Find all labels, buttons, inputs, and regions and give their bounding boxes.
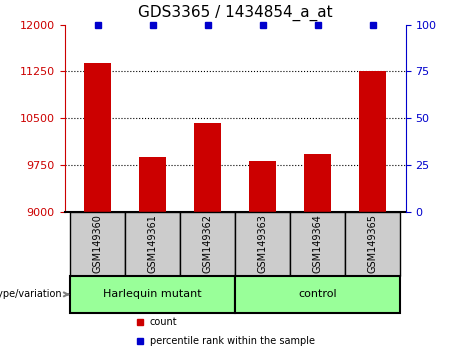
Title: GDS3365 / 1434854_a_at: GDS3365 / 1434854_a_at: [138, 5, 332, 21]
Text: GSM149361: GSM149361: [148, 214, 158, 273]
Bar: [359, 72, 386, 212]
Text: genotype/variation: genotype/variation: [0, 290, 68, 299]
Text: percentile rank within the sample: percentile rank within the sample: [150, 336, 315, 346]
Text: GSM149362: GSM149362: [202, 214, 213, 273]
FancyBboxPatch shape: [180, 212, 235, 276]
Bar: [139, 158, 166, 212]
FancyBboxPatch shape: [70, 276, 235, 313]
Text: GSM149365: GSM149365: [368, 214, 378, 273]
Text: control: control: [298, 290, 337, 299]
Bar: [304, 154, 331, 212]
FancyBboxPatch shape: [235, 212, 290, 276]
Text: Harlequin mutant: Harlequin mutant: [103, 290, 202, 299]
FancyBboxPatch shape: [235, 276, 400, 313]
Bar: [84, 63, 111, 212]
FancyBboxPatch shape: [70, 212, 125, 276]
Text: count: count: [150, 318, 177, 327]
Text: GSM149360: GSM149360: [93, 214, 102, 273]
FancyBboxPatch shape: [345, 212, 400, 276]
Text: GSM149364: GSM149364: [313, 214, 323, 273]
FancyBboxPatch shape: [125, 212, 180, 276]
FancyBboxPatch shape: [290, 212, 345, 276]
Bar: [194, 122, 221, 212]
Bar: [249, 161, 277, 212]
Text: GSM149363: GSM149363: [258, 214, 268, 273]
